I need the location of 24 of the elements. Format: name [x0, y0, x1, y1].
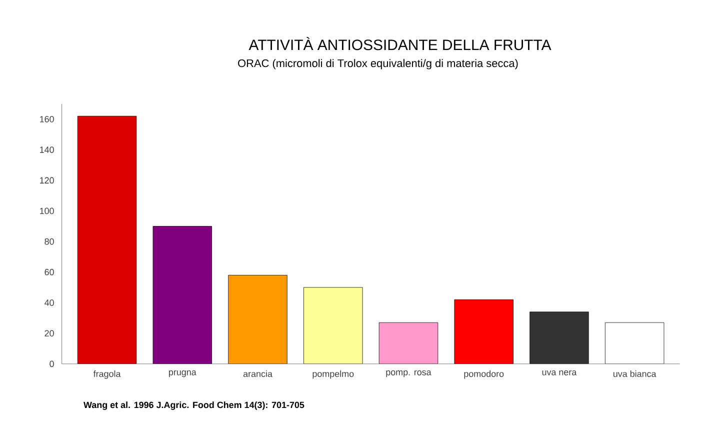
bar	[152, 226, 212, 364]
y-tick-label: 120	[40, 177, 54, 184]
chart-subtitle: ORAC (micromoli di Trolox equivalenti/g di materia secca)	[238, 59, 518, 70]
text: Wang et al. 1996 J.Agric. Food Chem 14(3): 701-705	[84, 402, 304, 410]
y-tick-label: 80	[44, 238, 54, 245]
y-tick-label: 140	[40, 146, 54, 153]
bar	[530, 312, 589, 364]
y-tick-label: 100	[40, 208, 54, 214]
x-tick-label: fragola	[93, 370, 121, 379]
y-tick-label: 0	[50, 360, 54, 368]
y-tick-label: 160	[40, 116, 54, 122]
x-tick-label: uva bianca	[613, 370, 656, 377]
bar	[304, 287, 363, 364]
x-tick-label: prugna	[169, 370, 196, 378]
bar	[454, 299, 514, 364]
x-tick-label: pompelmo	[312, 370, 354, 379]
x-tick-label: uva nera	[542, 370, 577, 376]
x-tick-label: arancia	[243, 370, 272, 377]
y-tick-label: 60	[44, 268, 54, 276]
y-tick-label: 40	[44, 300, 54, 306]
x-tick-label: pomp. rosa	[386, 370, 432, 378]
y-tick-label: 20	[44, 330, 54, 336]
chart-title: ATTIVITÀ ANTIOSSIDANTE DELLA FRUTTA	[248, 37, 552, 50]
x-tick-label: pomodoro	[464, 370, 504, 379]
